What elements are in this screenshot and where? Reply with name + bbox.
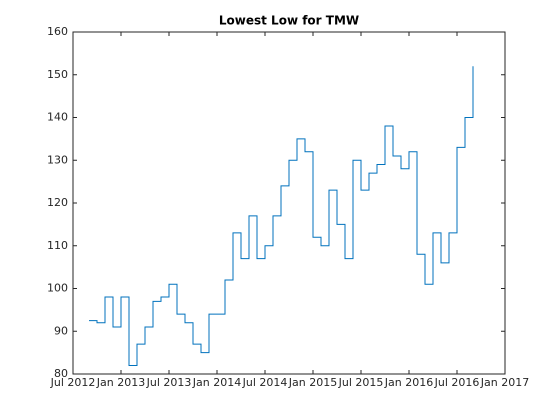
y-tick-label: 160 (47, 25, 68, 38)
y-tick-label: 100 (47, 282, 68, 295)
x-tick-label: Jul 2014 (242, 376, 288, 389)
y-tick-label: 90 (54, 324, 68, 337)
x-tick-label: Jan 2017 (480, 376, 529, 389)
x-tick-label: Jul 2013 (146, 376, 192, 389)
x-tick-label: Jul 2012 (50, 376, 96, 389)
data-line (89, 66, 474, 366)
plot-area (72, 31, 506, 375)
x-tick-label: Jul 2016 (434, 376, 480, 389)
y-tick-label: 140 (47, 111, 68, 124)
x-tick-label: Jul 2015 (338, 376, 384, 389)
x-tick-label: Jan 2014 (192, 376, 241, 389)
y-tick-label: 80 (54, 367, 68, 380)
x-tick-label: Jan 2016 (384, 376, 433, 389)
x-tick-label: Jan 2013 (96, 376, 145, 389)
y-tick-label: 150 (47, 68, 68, 81)
x-tick-label: Jan 2015 (288, 376, 337, 389)
y-tick-label: 130 (47, 153, 68, 166)
chart-title: Lowest Low for TMW (219, 14, 359, 28)
y-tick-label: 110 (47, 239, 68, 252)
y-tick-label: 120 (47, 196, 68, 209)
